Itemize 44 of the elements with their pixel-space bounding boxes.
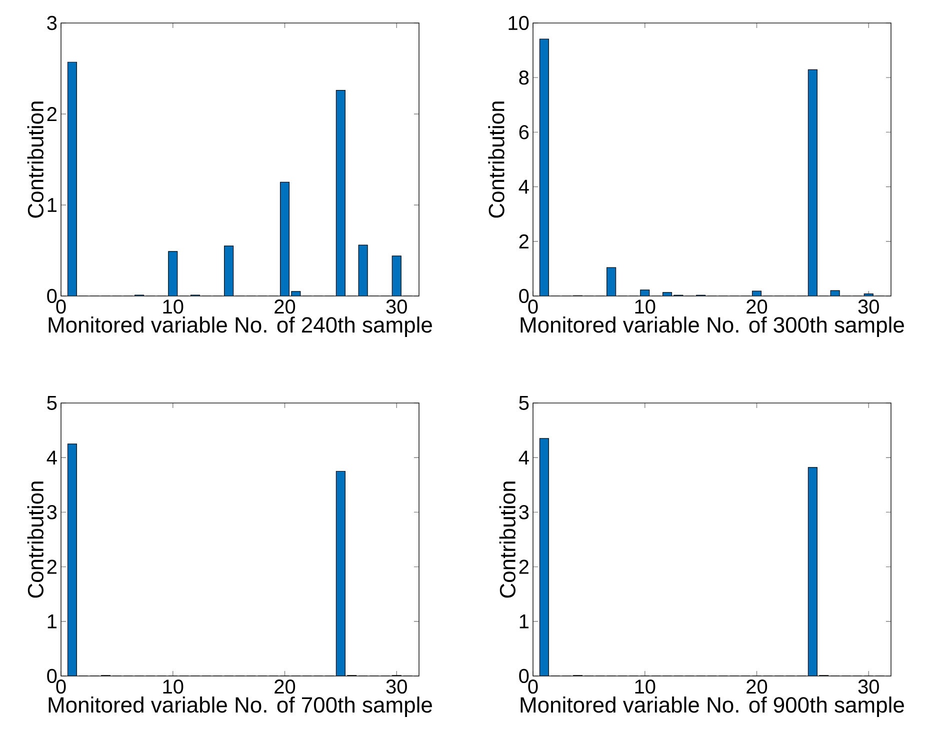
- x-tick-label: 0: [528, 300, 538, 314]
- y-tick-label: 1: [48, 198, 56, 212]
- x-tick-label: 10: [163, 300, 184, 314]
- x-axis-title: Monitored variable No. of 700th sample: [48, 696, 432, 718]
- y-axis-title: Contribution: [27, 102, 44, 218]
- x-tick-label: 20: [746, 680, 768, 694]
- x-axis-title: Monitored variable No. of 900th sample: [520, 696, 904, 718]
- y-tick-label: 8: [519, 70, 529, 85]
- y-tick-label: 2: [519, 234, 528, 248]
- y-tick-label: 2: [519, 560, 528, 574]
- x-tick-label: 30: [386, 680, 407, 694]
- y-tick-label: 0: [47, 288, 57, 304]
- y-axis-title: Contribution: [27, 482, 44, 598]
- x-tick-label: 20: [746, 300, 768, 314]
- y-tick-label: 6: [519, 125, 529, 140]
- x-tick-label: 10: [163, 680, 184, 694]
- x-tick-label: 30: [858, 300, 879, 314]
- y-tick-label: 10: [508, 16, 529, 30]
- y-tick-label: 5: [519, 396, 529, 410]
- x-tick-label: 0: [528, 680, 538, 694]
- y-tick-label: 4: [518, 180, 529, 194]
- y-tick-label: 3: [47, 505, 57, 520]
- y-tick-label: 0: [47, 668, 57, 684]
- x-axis-title: Monitored variable No. of 300th sample: [520, 316, 904, 338]
- y-tick-label: 2: [47, 560, 56, 574]
- x-tick-label: 20: [274, 300, 296, 314]
- x-axis-title: Monitored variable No. of 240th sample: [48, 316, 432, 338]
- y-tick-label: 1: [48, 614, 56, 628]
- y-axis-title: Contribution: [488, 102, 504, 218]
- y-tick-label: 4: [518, 450, 529, 464]
- y-tick-label: 5: [47, 396, 57, 410]
- y-tick-label: 1: [520, 614, 528, 628]
- y-tick-label: 2: [47, 107, 56, 121]
- x-tick-label: 10: [635, 300, 656, 314]
- x-tick-label: 20: [274, 680, 296, 694]
- y-tick-label: 0: [519, 668, 529, 684]
- x-tick-label: 30: [386, 300, 407, 314]
- y-tick-label: 3: [519, 505, 529, 520]
- y-tick-label: 0: [519, 288, 529, 304]
- y-tick-label: 3: [47, 16, 57, 30]
- x-tick-label: 10: [635, 680, 656, 694]
- x-tick-label: 30: [858, 680, 879, 694]
- y-tick-label: 4: [46, 450, 57, 464]
- y-axis-title: Contribution: [499, 482, 516, 598]
